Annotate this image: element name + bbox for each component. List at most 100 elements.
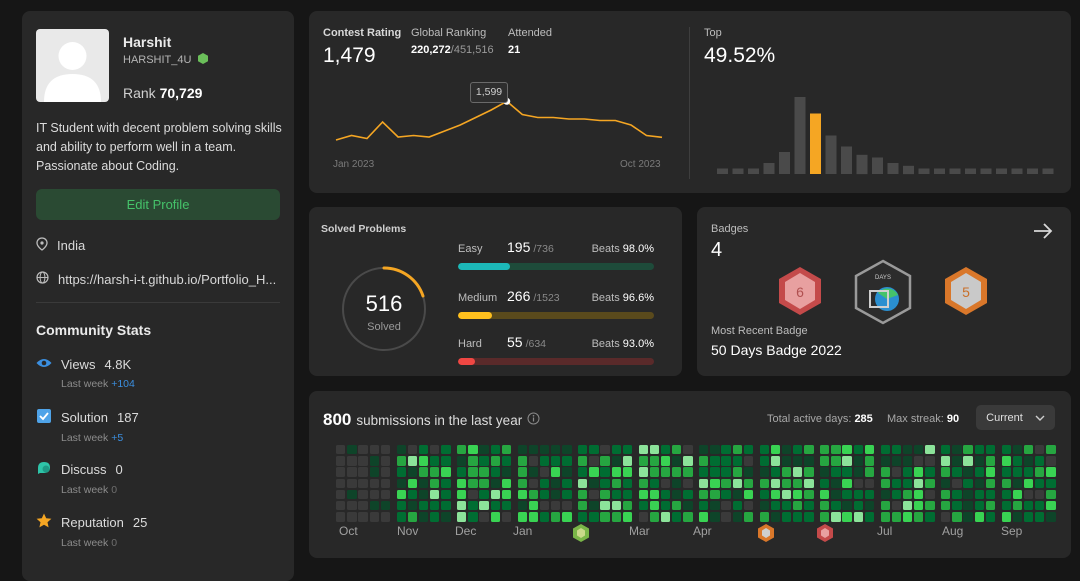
heatmap-cell[interactable] [649, 445, 660, 455]
heatmap-cell[interactable] [490, 467, 500, 477]
heatmap-cell[interactable] [793, 467, 803, 477]
heatmap-cell[interactable] [468, 456, 478, 466]
heatmap-cell[interactable] [732, 467, 742, 477]
heatmap-cell[interactable] [441, 445, 451, 455]
heatmap-cell[interactable] [407, 512, 418, 522]
heatmap-cell[interactable] [1046, 512, 1056, 522]
heatmap-cell[interactable] [336, 478, 346, 488]
heatmap-cell[interactable] [1001, 489, 1011, 500]
heatmap-cell[interactable] [820, 501, 830, 511]
heatmap-cell[interactable] [672, 467, 682, 477]
heatmap-cell[interactable] [551, 456, 561, 466]
heatmap-cell[interactable] [952, 456, 962, 466]
heatmap-cell[interactable] [551, 501, 561, 511]
heatmap-cell[interactable] [358, 478, 368, 488]
heatmap-cell[interactable] [721, 478, 731, 488]
heatmap-cell[interactable] [539, 445, 550, 455]
heatmap-cell[interactable] [781, 512, 792, 522]
heatmap-cell[interactable] [672, 445, 682, 455]
period-dropdown[interactable]: Current [976, 405, 1055, 430]
heatmap-cell[interactable] [759, 445, 769, 455]
heatmap-cell[interactable] [891, 445, 902, 455]
heatmap-cell[interactable] [638, 456, 648, 466]
heatmap-cell[interactable] [880, 445, 890, 455]
heatmap-cell[interactable] [759, 501, 769, 511]
heatmap-cell[interactable] [743, 512, 754, 522]
heatmap-cell[interactable] [441, 501, 451, 511]
heatmap-cell[interactable] [880, 489, 890, 500]
heatmap-cell[interactable] [952, 512, 962, 522]
heatmap-cell[interactable] [1012, 512, 1023, 522]
heatmap-cell[interactable] [831, 512, 841, 522]
heatmap-cell[interactable] [914, 467, 924, 477]
heatmap-cell[interactable] [710, 445, 720, 455]
heatmap-cell[interactable] [396, 501, 406, 511]
heatmap-cell[interactable] [1001, 512, 1011, 522]
heatmap-cell[interactable] [880, 512, 890, 522]
heatmap-cell[interactable] [1012, 445, 1023, 455]
heatmap-cell[interactable] [952, 489, 962, 500]
heatmap-cell[interactable] [683, 445, 693, 455]
heatmap-cell[interactable] [418, 445, 429, 455]
heatmap-cell[interactable] [578, 512, 588, 522]
heatmap-cell[interactable] [902, 512, 913, 522]
heatmap-cell[interactable] [517, 456, 527, 466]
heatmap-cell[interactable] [501, 489, 512, 500]
heatmap-cell[interactable] [831, 501, 841, 511]
heatmap-cell[interactable] [430, 445, 440, 455]
heatmap-cell[interactable] [490, 445, 500, 455]
heatmap-cell[interactable] [1012, 467, 1023, 477]
heatmap-cell[interactable] [963, 501, 973, 511]
heatmap-cell[interactable] [770, 456, 781, 466]
heatmap-cell[interactable] [925, 478, 935, 488]
heatmap-cell[interactable] [600, 501, 610, 511]
heatmap-cell[interactable] [369, 512, 379, 522]
heatmap-cell[interactable] [611, 501, 621, 511]
heatmap-cell[interactable] [963, 489, 973, 500]
arrow-right-icon[interactable] [1032, 221, 1054, 246]
heatmap-cell[interactable] [407, 445, 418, 455]
heatmap-cell[interactable] [490, 456, 500, 466]
heatmap-cell[interactable] [770, 501, 781, 511]
heatmap-cell[interactable] [441, 467, 451, 477]
heatmap-cell[interactable] [1001, 467, 1011, 477]
heatmap-cell[interactable] [517, 445, 527, 455]
top-histogram-chart[interactable] [704, 91, 1054, 177]
heatmap-cell[interactable] [468, 478, 478, 488]
heatmap-cell[interactable] [418, 489, 429, 500]
heatmap-cell[interactable] [562, 478, 572, 488]
website-row[interactable]: https://harsh-i-t.github.io/Portfolio_H.… [36, 271, 276, 287]
heatmap-cell[interactable] [820, 445, 830, 455]
heatmap-cell[interactable] [963, 445, 973, 455]
heatmap-cell[interactable] [539, 478, 550, 488]
heatmap-cell[interactable] [672, 478, 682, 488]
heatmap-cell[interactable] [501, 467, 512, 477]
heatmap-cell[interactable] [396, 456, 406, 466]
heatmap-cell[interactable] [562, 456, 572, 466]
heatmap-cell[interactable] [347, 501, 357, 511]
heatmap-cell[interactable] [974, 478, 984, 488]
website-link[interactable]: https://harsh-i-t.github.io/Portfolio_H.… [58, 271, 277, 287]
heatmap-cell[interactable] [925, 445, 935, 455]
heatmap-cell[interactable] [369, 478, 379, 488]
heatmap-cell[interactable] [793, 478, 803, 488]
heatmap-cell[interactable] [781, 456, 792, 466]
heatmap-cell[interactable] [430, 501, 440, 511]
heatmap-cell[interactable] [842, 501, 852, 511]
heatmap-cell[interactable] [1035, 456, 1045, 466]
heatmap-cell[interactable] [831, 478, 841, 488]
heatmap-cell[interactable] [407, 467, 418, 477]
heatmap-cell[interactable] [963, 456, 973, 466]
heatmap-cell[interactable] [457, 456, 467, 466]
heatmap-cell[interactable] [842, 445, 852, 455]
heatmap-cell[interactable] [528, 456, 539, 466]
heatmap-cell[interactable] [517, 512, 527, 522]
heatmap-cell[interactable] [380, 501, 391, 511]
heatmap-cell[interactable] [1001, 501, 1011, 511]
heatmap-cell[interactable] [759, 489, 769, 500]
heatmap-cell[interactable] [1035, 501, 1045, 511]
heatmap-cell[interactable] [501, 478, 512, 488]
heatmap-cell[interactable] [479, 512, 489, 522]
heatmap-cell[interactable] [985, 456, 996, 466]
heatmap-cell[interactable] [941, 512, 951, 522]
